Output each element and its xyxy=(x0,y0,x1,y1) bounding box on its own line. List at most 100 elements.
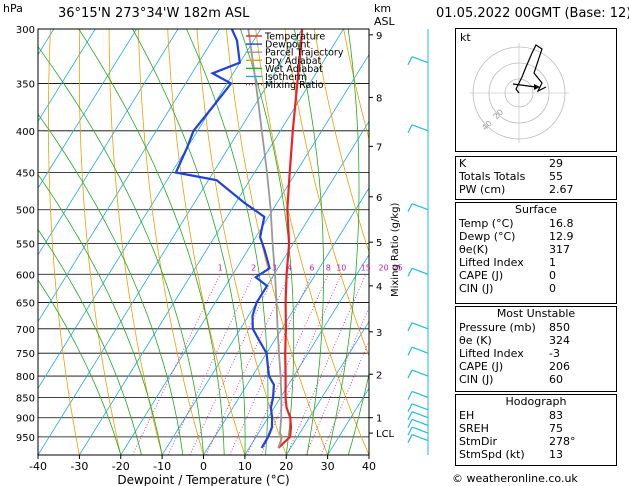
wind-barb-icon xyxy=(411,322,429,330)
wind-barb-icon xyxy=(411,56,429,64)
mixing-ratio-label: 20 xyxy=(379,263,389,272)
mu-row: θe (K) 324 xyxy=(459,334,570,347)
wind-barb-icon xyxy=(411,418,429,427)
copyright-footer: © weatheronline.co.uk xyxy=(452,472,578,485)
legend-label: Isotherm xyxy=(265,72,307,83)
most-unstable-title: Most Unstable xyxy=(496,307,576,320)
mixing-ratio-label: 2 xyxy=(251,263,256,272)
mixing-ratio-label: 4 xyxy=(287,263,292,272)
mixing-ratio-label: 8 xyxy=(326,263,331,272)
surface-row: Lifted Index 1 xyxy=(459,256,556,269)
index-row-k: K 29 xyxy=(459,157,563,170)
mixing-ratio-line xyxy=(286,274,367,455)
isotherm-line xyxy=(38,29,96,123)
indices-top-box xyxy=(455,156,617,200)
x-tick-label: 10 xyxy=(238,460,252,473)
pressure-tick-label: 350 xyxy=(16,80,35,91)
mixing-ratio-label: 3 xyxy=(272,263,277,272)
surface-row: CAPE (J) 0 xyxy=(459,269,556,282)
wind-barb-icon xyxy=(411,267,429,275)
wind-barb-icon xyxy=(407,391,413,400)
km-tick-label: 8 xyxy=(376,93,382,104)
storm-motion-arrowhead xyxy=(534,84,540,90)
wet-adiabat-line xyxy=(293,29,324,455)
index-row-totals: Totals Totals 55 xyxy=(459,170,563,183)
dry-adiabat-line xyxy=(48,29,80,455)
hodo-row: StmDir 278° xyxy=(459,435,576,448)
wet-adiabat-line xyxy=(38,228,142,455)
isotherm-line xyxy=(244,254,369,455)
km-tick-label: 1 xyxy=(376,414,382,425)
wet-adiabat-line xyxy=(38,113,184,455)
most-unstable-box xyxy=(455,306,617,392)
legend-label: Temperature xyxy=(264,32,325,43)
isotherm-line xyxy=(38,29,262,390)
index-row-pw: PW (cm) 2.67 xyxy=(459,183,574,196)
asl-unit-label: ASL xyxy=(374,15,395,28)
pressure-tick-label: 400 xyxy=(16,127,35,138)
pressure-tick-label: 600 xyxy=(16,270,35,281)
wind-barb-icon xyxy=(411,411,429,419)
legend-label: Dry Adiabat xyxy=(265,56,322,67)
legend-label: Dewpoint xyxy=(265,40,310,51)
mixing-ratio-label: 1 xyxy=(218,263,223,272)
km-tick-label: 6 xyxy=(376,193,382,204)
x-tick-label: 40 xyxy=(362,460,376,473)
pressure-tick-label: 650 xyxy=(16,299,35,310)
wet-adiabat-line xyxy=(38,173,163,455)
wind-barb-icon xyxy=(411,403,429,411)
surface-title: Surface xyxy=(515,203,557,216)
isotherm-line xyxy=(161,120,369,455)
wind-barb-icon xyxy=(411,433,429,442)
isotherm-line xyxy=(203,187,369,455)
mixing-ratio-line xyxy=(167,274,255,455)
wet-adiabat-line xyxy=(347,372,369,455)
most-unstable-section: Most Unstable Pressure (mb) 850 θe (K) 324… xyxy=(455,307,617,386)
wind-barb-icon xyxy=(407,426,413,436)
wind-barb-icon xyxy=(407,124,413,134)
mu-row: CAPE (J) 206 xyxy=(459,360,570,373)
surface-section: Surface Temp (°C) 16.8 Dewp (°C) 12.9 θe(K… xyxy=(455,203,617,295)
pressure-tick-label: 700 xyxy=(16,325,35,336)
km-unit-label: km xyxy=(374,2,392,15)
surface-row: Temp (°C) 16.8 xyxy=(459,217,574,230)
isotherm-line xyxy=(285,320,369,455)
wind-barb-icon xyxy=(411,390,429,399)
pressure-tick-label: 950 xyxy=(16,433,35,444)
wet-adiabat-line xyxy=(132,29,246,455)
series-temperature xyxy=(277,29,304,449)
dry-adiabat-line xyxy=(78,29,122,455)
isotherm-line xyxy=(38,29,137,189)
km-tick-label: 4 xyxy=(376,282,382,293)
mixing-ratio-line xyxy=(320,340,369,455)
dry-adiabat-line xyxy=(313,29,369,254)
isotherm-line xyxy=(79,29,344,455)
hodograph-panel: kt 20 40 xyxy=(455,28,617,152)
wind-barb-icon xyxy=(407,322,413,332)
wet-adiabat-line xyxy=(78,29,225,455)
surface-box xyxy=(455,202,617,304)
isotherm-line xyxy=(120,53,369,455)
mixing-ratio-label: 15 xyxy=(361,263,371,272)
wind-barb-icon xyxy=(407,411,413,420)
dry-adiabat-line xyxy=(167,29,246,455)
km-tick-label: 5 xyxy=(376,238,382,249)
dry-adiabat-line xyxy=(255,29,369,455)
wind-barb-icon xyxy=(411,426,429,434)
mixing-ratio-line xyxy=(132,274,221,455)
series-dewpoint xyxy=(174,29,276,449)
x-tick-label: 0 xyxy=(200,460,207,473)
wind-barb-icon xyxy=(407,369,413,379)
x-axis-label: Dewpoint / Temperature (°C) xyxy=(117,473,289,486)
wet-adiabat-line xyxy=(38,46,204,455)
pressure-tick-label: 750 xyxy=(16,349,35,360)
x-tick-label: 20 xyxy=(279,460,293,473)
mixing-ratio-line xyxy=(189,274,275,455)
legend-label: Mixing Ratio xyxy=(265,80,324,91)
legend-label: Parcel Trajectory xyxy=(265,48,344,59)
hodograph-unit-label: kt xyxy=(460,31,471,44)
mu-row: Pressure (mb) 850 xyxy=(459,321,570,334)
indices-top: K 29 Totals Totals 55 PW (cm) 2.67 xyxy=(455,157,617,196)
